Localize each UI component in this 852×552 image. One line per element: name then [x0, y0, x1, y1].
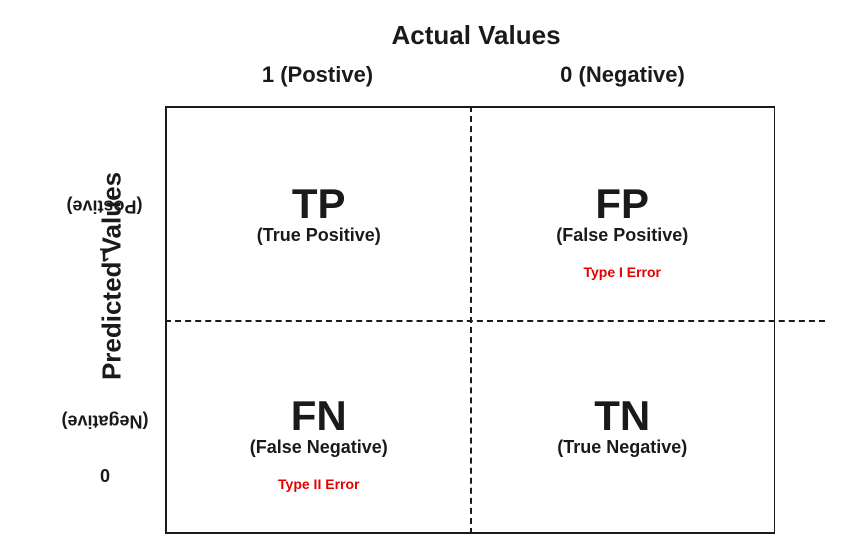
- cell-full-label: (False Negative): [250, 437, 388, 458]
- cell-fn: FN (False Negative) Type II Error: [167, 320, 471, 532]
- column-headers: 1 (Postive) 0 (Negative): [165, 62, 775, 88]
- row-header-label: (Postive): [67, 195, 143, 216]
- column-header-label: (Postive): [280, 62, 373, 87]
- column-header-negative: 0 (Negative): [470, 62, 775, 88]
- row-header-value: 0: [100, 464, 110, 485]
- horizontal-divider: [165, 320, 825, 322]
- row-headers: 1 (Postive) 0 (Negative): [92, 106, 118, 536]
- cell-abbr: FP: [595, 183, 649, 225]
- column-header-value: 0: [560, 62, 572, 87]
- row-header-value: 1: [100, 244, 110, 265]
- axis-top-title: Actual Values: [0, 20, 852, 51]
- column-header-positive: 1 (Postive): [165, 62, 470, 88]
- confusion-matrix-diagram: Actual Values Predicted Values 1 (Postiv…: [0, 0, 852, 552]
- cell-full-label: (True Positive): [257, 225, 381, 246]
- column-header-value: 1: [262, 62, 274, 87]
- cell-full-label: (True Negative): [557, 437, 687, 458]
- cell-abbr: TN: [594, 395, 650, 437]
- row-header-negative: 0 (Negative): [92, 321, 118, 536]
- row-header-label: (Negative): [61, 410, 148, 431]
- row-header-positive: 1 (Postive): [92, 106, 118, 321]
- cell-tn: TN (True Negative): [471, 320, 775, 532]
- cell-tp: TP (True Positive): [167, 108, 471, 320]
- error-type-label: Type I Error: [583, 264, 661, 280]
- cell-abbr: TP: [292, 183, 346, 225]
- error-type-label: Type II Error: [278, 476, 359, 492]
- cell-full-label: (False Positive): [556, 225, 688, 246]
- cell-fp: FP (False Positive) Type I Error: [471, 108, 775, 320]
- column-header-label: (Negative): [579, 62, 685, 87]
- cell-abbr: FN: [291, 395, 347, 437]
